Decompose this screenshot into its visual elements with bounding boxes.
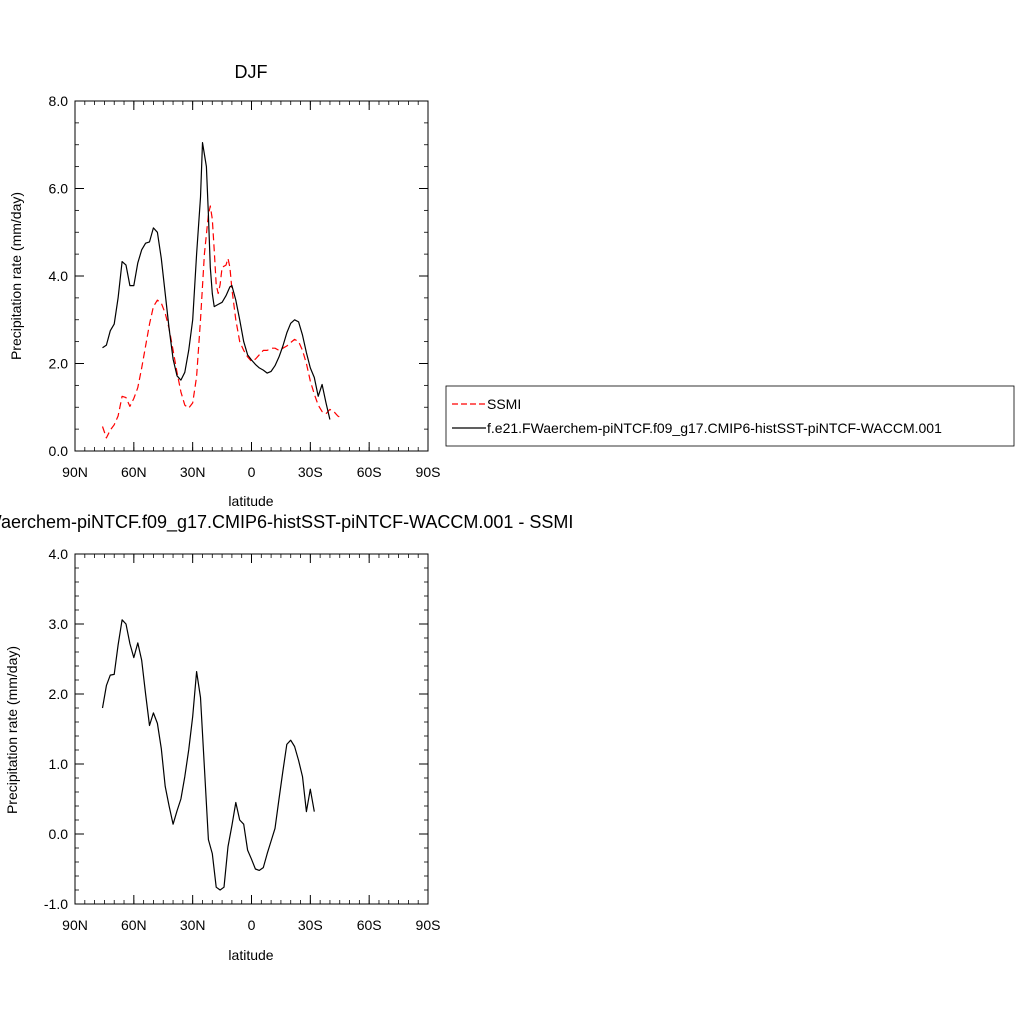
top-chart-series-line-1 bbox=[102, 142, 331, 420]
bottom-chart-series-line-0 bbox=[101, 619, 315, 891]
top-chart-x-tick-label: 60N bbox=[121, 464, 147, 480]
top-chart-y-tick-label: 0.0 bbox=[49, 443, 69, 459]
bottom-chart-y-axis-title: Precipitation rate (mm/day) bbox=[4, 646, 20, 814]
top-chart-series-line-0 bbox=[101, 205, 342, 439]
legend-box bbox=[445, 385, 1015, 447]
top-chart-panel: DJF 90N 60N 30N 0 30S 60S 90S 0.0 2.0 4.0 6.0 8.0 l… bbox=[8, 62, 440, 509]
bottom-chart-title: f.e21.FWaerchem-piNTCF.f09_g17.CMIP6-his… bbox=[0, 512, 573, 533]
top-chart-y-tick-label: 8.0 bbox=[49, 93, 69, 109]
bottom-chart-y-tick-label: 0.0 bbox=[49, 826, 69, 842]
legend-label-model: f.e21.FWaerchem-piNTCF.f09_g17.CMIP6-his… bbox=[487, 420, 942, 436]
bottom-chart-ticks-layer: 90N 60N 30N 0 30S 60S 90S -1.0 0.0 1.0 2.0 3.0 4.0 bbox=[44, 546, 441, 933]
top-chart-frame bbox=[74, 100, 429, 452]
bottom-chart-y-tick-label: 3.0 bbox=[49, 616, 69, 632]
bottom-chart-x-axis-title: latitude bbox=[228, 947, 273, 963]
top-chart-legend: SSMI f.e21.FWaerchem-piNTCF.f09_g17.CMIP… bbox=[445, 385, 1015, 447]
top-chart-x-tick-label: 30S bbox=[298, 464, 323, 480]
bottom-chart-frame bbox=[74, 553, 429, 905]
top-chart-y-tick-label: 2.0 bbox=[49, 356, 69, 372]
top-chart-x-tick-label: 30N bbox=[180, 464, 206, 480]
top-chart-x-tick-label: 60S bbox=[357, 464, 382, 480]
top-chart-y-tick-label: 4.0 bbox=[49, 268, 69, 284]
bottom-chart-y-tick-label: 4.0 bbox=[49, 546, 69, 562]
top-chart-series-layer bbox=[101, 142, 342, 439]
bottom-chart-x-tick-label: 0 bbox=[248, 917, 256, 933]
top-chart-x-axis-title: latitude bbox=[228, 493, 273, 509]
top-chart-y-tick-label: 6.0 bbox=[49, 181, 69, 197]
bottom-chart-y-tick-label: 2.0 bbox=[49, 686, 69, 702]
bottom-chart-x-tick-label: 30N bbox=[180, 917, 206, 933]
bottom-chart-x-tick-label: 60N bbox=[121, 917, 147, 933]
top-chart-ticks-layer: 90N 60N 30N 0 30S 60S 90S 0.0 2.0 4.0 6.0 8.0 bbox=[49, 93, 441, 480]
bottom-chart-series-layer bbox=[101, 619, 315, 891]
bottom-chart-panel: f.e21.FWaerchem-piNTCF.f09_g17.CMIP6-his… bbox=[0, 512, 573, 963]
bottom-chart-x-tick-label: 90S bbox=[416, 917, 441, 933]
bottom-chart-x-tick-label: 90N bbox=[62, 917, 88, 933]
top-chart-x-tick-label: 0 bbox=[248, 464, 256, 480]
top-chart-title: DJF bbox=[235, 62, 268, 82]
top-chart-y-axis-title: Precipitation rate (mm/day) bbox=[8, 192, 24, 360]
bottom-chart-x-tick-label: 60S bbox=[357, 917, 382, 933]
bottom-chart-y-tick-label: -1.0 bbox=[44, 896, 68, 912]
top-chart-x-tick-label: 90S bbox=[416, 464, 441, 480]
bottom-chart-y-tick-label: 1.0 bbox=[49, 756, 69, 772]
legend-label-ssmi: SSMI bbox=[487, 396, 521, 412]
bottom-chart-x-tick-label: 30S bbox=[298, 917, 323, 933]
top-chart-x-tick-label: 90N bbox=[62, 464, 88, 480]
